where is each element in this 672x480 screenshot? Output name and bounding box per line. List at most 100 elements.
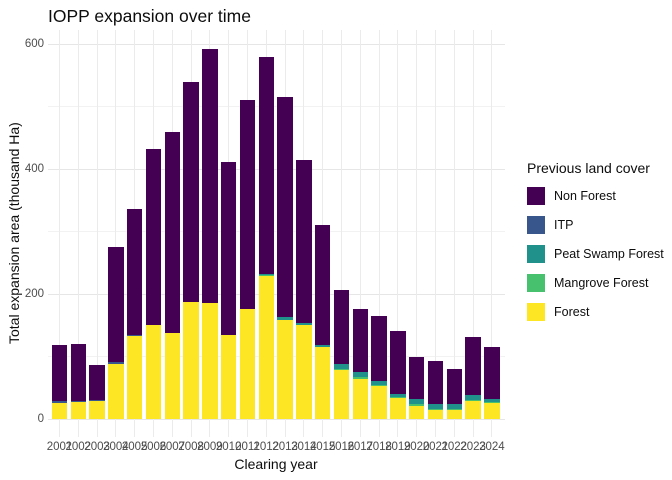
bar-2014-peat-swamp-forest (296, 322, 312, 325)
x-tick-label-2020: 2020 (403, 441, 430, 453)
x-tick-label-2008: 2008 (178, 441, 204, 453)
bar-2006-forest (145, 324, 162, 419)
gridline-v (341, 30, 342, 437)
legend-title: Previous land cover (527, 160, 650, 176)
bar-2014-forest (296, 324, 312, 419)
x-tick-label-2022: 2022 (441, 441, 468, 453)
x-tick-label-2007: 2007 (159, 441, 186, 453)
bar-2019-peat-swamp-forest (390, 393, 406, 397)
gridline-h-major (47, 168, 505, 170)
x-tick-label-2010: 2010 (215, 441, 242, 453)
bar-2014-non-forest (296, 159, 312, 323)
x-tick-label-2019: 2019 (385, 441, 411, 453)
gridline-v (96, 30, 98, 437)
legend-item-mangrove-forest: Mangrove Forest (527, 274, 664, 292)
x-tick-label-2021: 2021 (422, 441, 449, 453)
bar-2002-non-forest (70, 343, 87, 401)
y-axis-title: Total expansion area (thousand Ha) (6, 122, 22, 344)
gridline-v (416, 30, 418, 437)
bar-2013-forest (277, 319, 293, 419)
x-tick-label-2024: 2024 (479, 441, 505, 453)
bar-2004-itp (108, 362, 124, 365)
legend-swatch-peat-swamp-forest (527, 245, 545, 263)
bar-2020-peat-swamp-forest (408, 398, 425, 405)
x-tick-label-2012: 2012 (253, 441, 280, 453)
bar-2009-forest (202, 302, 218, 419)
bar-2017-mangrove-forest (352, 377, 369, 379)
bar-2004-forest (108, 364, 124, 419)
gridline-v (472, 30, 474, 437)
x-axis-title: Clearing year (234, 456, 318, 472)
bar-2023-forest (465, 401, 481, 419)
bar-2015-non-forest (314, 224, 331, 345)
gridline-h-major (47, 43, 505, 45)
bar-2004-non-forest (108, 246, 124, 363)
bar-2012-mangrove-forest (258, 275, 275, 276)
bar-2002-itp (70, 401, 87, 402)
bar-2020-non-forest (408, 357, 425, 399)
legend: Previous land cover Non Forest ITP Peat Sw… (527, 160, 664, 332)
gridline-h-minor (47, 356, 505, 357)
bar-2023-peat-swamp-forest (465, 395, 481, 400)
bar-2019-non-forest (390, 331, 406, 394)
legend-item-peat-swamp-forest: Peat Swamp Forest (527, 245, 664, 263)
bar-2024-mangrove-forest (484, 401, 500, 403)
bar-2006-non-forest (145, 148, 162, 325)
legend-swatch-forest (527, 303, 545, 321)
bar-2007-forest (164, 332, 181, 419)
bar-2005-non-forest (126, 209, 143, 335)
bar-2005-forest (126, 336, 143, 419)
bar-2005-itp (126, 334, 143, 336)
y-tick-label-400: 400 (24, 162, 44, 175)
gridline-v (77, 30, 79, 437)
gridline-v (453, 30, 455, 437)
bar-2012-forest (258, 276, 275, 419)
bar-2012-non-forest (258, 56, 275, 275)
bar-2020-forest (408, 406, 425, 419)
x-tick-label-2011: 2011 (235, 441, 260, 453)
bar-2023-mangrove-forest (465, 399, 481, 401)
legend-label-mangrove-forest: Mangrove Forest (554, 276, 649, 290)
bar-2024-peat-swamp-forest (484, 398, 500, 402)
legend-item-forest: Forest (527, 303, 664, 321)
gridline-v (378, 30, 380, 437)
gridline-v (397, 30, 399, 437)
legend-swatch-non-forest (527, 187, 545, 205)
x-tick-label-2017: 2017 (347, 441, 374, 453)
bar-2011-forest (239, 309, 256, 419)
gridline-h-major (47, 293, 505, 295)
bar-2018-forest (371, 386, 387, 419)
bar-2018-mangrove-forest (371, 384, 387, 386)
bar-2016-mangrove-forest (333, 368, 350, 370)
bar-2001-non-forest (51, 344, 68, 401)
bar-2016-forest (333, 369, 350, 419)
bar-2024-non-forest (484, 347, 500, 399)
bar-2018-peat-swamp-forest (371, 381, 387, 385)
x-tick-label-2005: 2005 (121, 441, 148, 453)
bar-2012-peat-swamp-forest (258, 274, 275, 276)
legend-swatch-itp (527, 216, 545, 234)
gridline-v (359, 30, 361, 437)
chart-title: IOPP expansion over time (48, 6, 251, 26)
gridline-h-minor (47, 106, 505, 107)
bar-2020-mangrove-forest (408, 404, 425, 406)
bar-2011-non-forest (239, 99, 256, 310)
x-tick-label-2002: 2002 (65, 441, 92, 453)
bar-2015-peat-swamp-forest (314, 344, 331, 348)
bar-2002-forest (70, 401, 87, 419)
bar-2001-itp (51, 401, 68, 403)
bar-2022-mangrove-forest (446, 408, 463, 410)
bar-2018-non-forest (371, 316, 387, 381)
gridline-h-major (47, 418, 505, 420)
x-tick-label-2023: 2023 (460, 441, 486, 453)
bar-2021-forest (427, 409, 444, 419)
bar-2013-peat-swamp-forest (277, 316, 293, 320)
bar-2017-peat-swamp-forest (352, 372, 369, 378)
bar-2022-peat-swamp-forest (446, 403, 463, 409)
x-tick-label-2015: 2015 (309, 441, 336, 453)
x-tick-label-2016: 2016 (328, 441, 355, 453)
bar-2016-non-forest (333, 289, 350, 364)
bar-2009-non-forest (202, 49, 218, 303)
bar-2024-forest (484, 402, 500, 419)
